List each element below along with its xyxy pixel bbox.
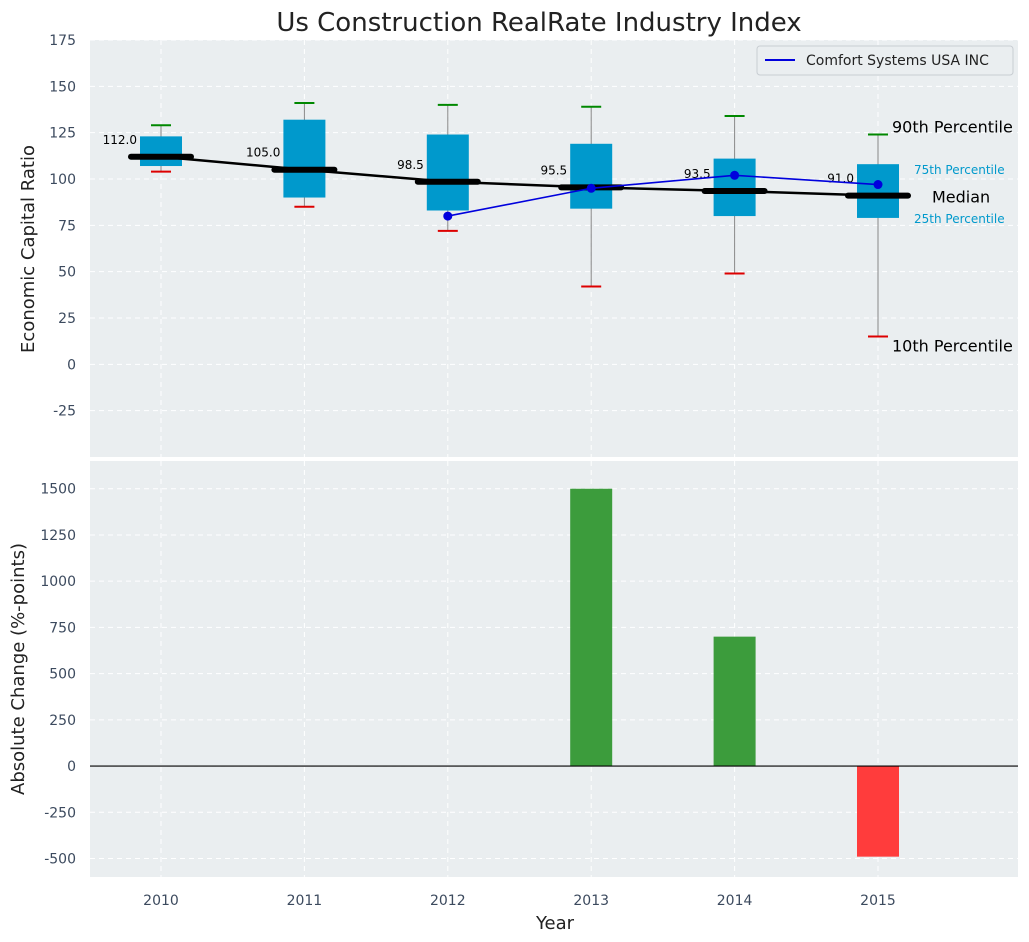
top-y-tick-label: 75 <box>58 218 76 234</box>
iqr-box <box>426 134 469 211</box>
bottom-y-tick-label: 1250 <box>40 528 76 544</box>
change-bar <box>857 766 899 857</box>
median-value-label: 112.0 <box>103 133 137 147</box>
p25-annotation: 25th Percentile <box>914 212 1005 226</box>
x-tick-label: 2010 <box>143 893 179 909</box>
iqr-box <box>283 119 326 198</box>
x-tick-label: 2012 <box>430 893 466 909</box>
change-bar <box>713 636 756 767</box>
top-y-tick-label: -25 <box>53 404 76 420</box>
top-y-tick-label: 100 <box>49 172 76 188</box>
median-value-label: 98.5 <box>397 158 424 172</box>
top-y-tick-label: 50 <box>58 265 76 281</box>
p10-annotation: 10th Percentile <box>892 337 1013 356</box>
iqr-box <box>140 136 182 167</box>
p75-annotation: 75th Percentile <box>914 163 1005 177</box>
bottom-y-tick-label: 750 <box>49 620 76 636</box>
median-value-label: 105.0 <box>246 146 280 160</box>
bottom-y-axis-label: Absolute Change (%-points) <box>8 543 29 795</box>
legend-box <box>756 45 1014 76</box>
bottom-y-tick-label: -250 <box>44 805 76 821</box>
bottom-y-tick-label: 1000 <box>40 574 76 590</box>
top-plot-area <box>90 40 1018 457</box>
x-tick-label: 2011 <box>287 893 323 909</box>
bottom-marks <box>90 488 1018 857</box>
median-value-label: 91.0 <box>827 172 854 186</box>
series-point <box>730 170 740 180</box>
x-tick-label: 2013 <box>573 893 609 909</box>
top-y-tick-label: 150 <box>49 79 76 95</box>
legend: Comfort Systems USA INC <box>756 45 1014 76</box>
series-point <box>443 211 453 221</box>
top-y-tick-label: 25 <box>58 311 76 327</box>
iqr-box <box>713 158 756 217</box>
chart-title: Us Construction RealRate Industry Index <box>276 8 801 38</box>
x-tick-label: 2015 <box>860 893 896 909</box>
median-value-label: 95.5 <box>540 163 567 177</box>
bottom-y-tick-label: 500 <box>49 667 76 683</box>
iqr-box <box>857 164 899 218</box>
p90-annotation: 90th Percentile <box>892 118 1013 137</box>
series-line <box>447 174 879 217</box>
bottom-y-tick-label: -500 <box>44 852 76 868</box>
series-point <box>586 183 596 193</box>
x-tick-label: 2014 <box>717 893 753 909</box>
top-y-tick-label: 0 <box>67 357 76 373</box>
x-axis-label: Year <box>535 913 575 934</box>
series-point <box>873 180 883 190</box>
top-y-axis-label: Economic Capital Ratio <box>18 145 39 353</box>
bottom-y-tick-label: 1500 <box>40 482 76 498</box>
bottom-y-tick-label: 250 <box>49 713 76 729</box>
top-y-tick-label: 125 <box>49 126 76 142</box>
top-y-tick-label: 175 <box>49 33 76 49</box>
bottom-y-tick-label: 0 <box>67 759 76 775</box>
median-annotation: Median <box>932 188 990 207</box>
change-bar <box>570 488 613 767</box>
legend-label: Comfort Systems USA INC <box>806 53 989 69</box>
iqr-box <box>570 143 613 209</box>
